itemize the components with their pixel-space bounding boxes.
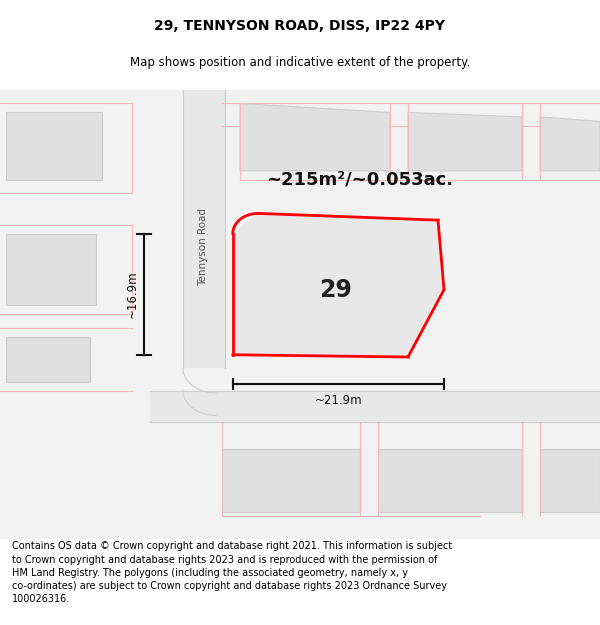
Text: ~21.9m: ~21.9m xyxy=(314,394,362,408)
Text: Tennyson Road: Tennyson Road xyxy=(198,208,208,286)
Polygon shape xyxy=(6,112,102,180)
Polygon shape xyxy=(233,213,444,357)
Text: ~16.9m: ~16.9m xyxy=(125,271,139,318)
Text: Contains OS data © Crown copyright and database right 2021. This information is : Contains OS data © Crown copyright and d… xyxy=(12,541,452,604)
Polygon shape xyxy=(222,449,360,512)
Polygon shape xyxy=(240,104,390,171)
Polygon shape xyxy=(540,449,600,512)
Text: Map shows position and indicative extent of the property.: Map shows position and indicative extent… xyxy=(130,56,470,69)
Polygon shape xyxy=(6,337,90,382)
Text: 29, TENNYSON ROAD, DISS, IP22 4PY: 29, TENNYSON ROAD, DISS, IP22 4PY xyxy=(155,19,445,33)
Polygon shape xyxy=(408,112,522,171)
Polygon shape xyxy=(150,391,600,422)
Polygon shape xyxy=(540,117,600,171)
Polygon shape xyxy=(183,81,225,368)
Polygon shape xyxy=(6,234,96,306)
Text: ~215m²/~0.053ac.: ~215m²/~0.053ac. xyxy=(266,171,454,189)
Text: 29: 29 xyxy=(320,278,352,302)
Polygon shape xyxy=(378,449,522,512)
